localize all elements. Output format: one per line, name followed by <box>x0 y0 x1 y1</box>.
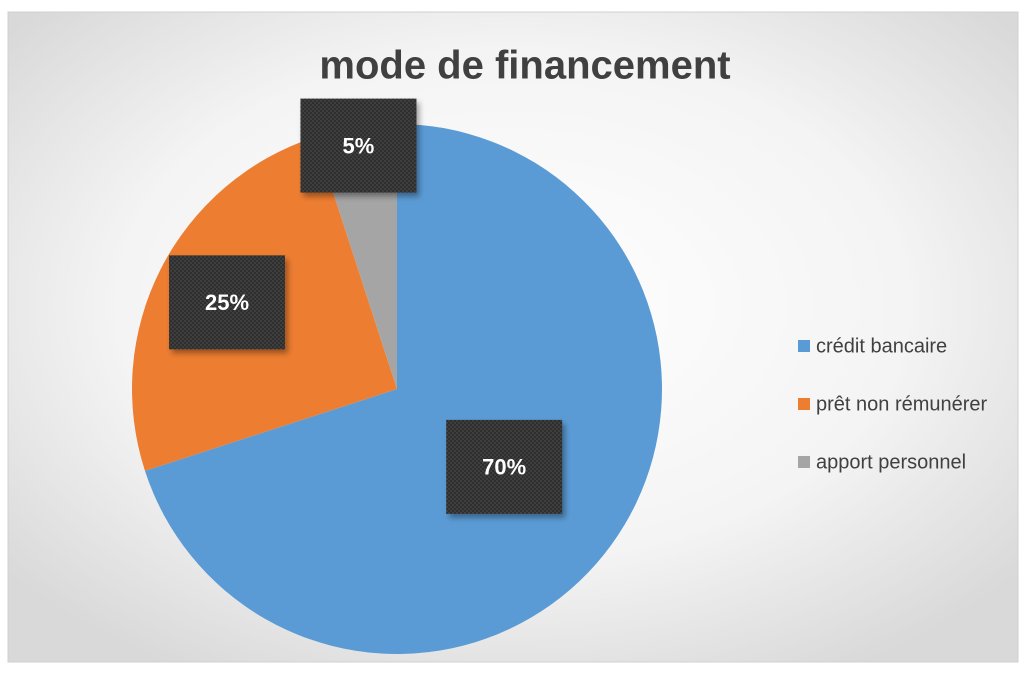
legend-swatch <box>798 340 810 352</box>
legend-label: crédit bancaire <box>816 335 947 357</box>
legend-label: prêt non rémunérer <box>816 393 988 415</box>
legend-swatch <box>798 456 810 468</box>
data-label: 5% <box>343 133 375 158</box>
data-label-box <box>300 98 417 193</box>
data-label: 70% <box>482 455 526 480</box>
data-label: 25% <box>205 290 249 315</box>
chart-title: mode de financement <box>319 44 730 88</box>
pie-slice <box>144 124 662 654</box>
data-label-box <box>446 419 563 514</box>
data-label-box <box>168 255 285 350</box>
legend-swatch <box>798 398 810 410</box>
legend-label: apport personnel <box>816 451 966 473</box>
